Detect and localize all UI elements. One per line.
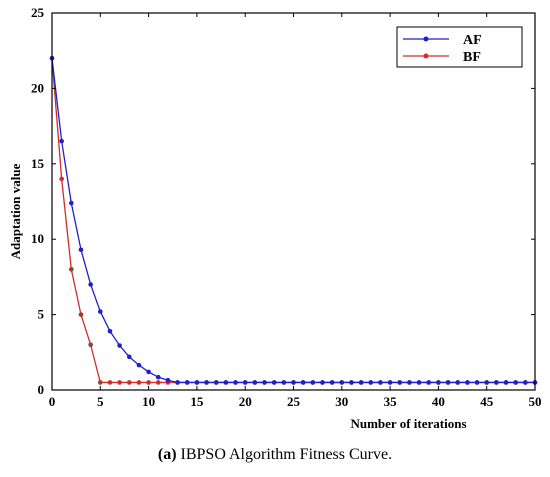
data-point-af (155, 374, 161, 380)
x-tick-label: 50 (529, 394, 542, 409)
data-point-af (98, 309, 103, 314)
data-point-af (494, 380, 499, 385)
data-point-af (310, 380, 316, 385)
data-point-af (107, 328, 113, 334)
data-point-af (117, 343, 122, 348)
data-point-af (146, 369, 151, 375)
data-point-bf (117, 380, 122, 385)
y-tick-label: 15 (31, 156, 45, 171)
figure-caption: (a) IBPSO Algorithm Fitness Curve. (0, 446, 550, 464)
data-point-af (445, 380, 451, 385)
x-tick-label: 20 (239, 394, 252, 409)
data-point-af (194, 380, 200, 385)
data-point-af (436, 380, 441, 385)
data-point-af (69, 200, 74, 206)
caption-label: (a) (157, 446, 177, 463)
x-tick-label: 10 (142, 394, 155, 409)
data-point-af (252, 380, 258, 385)
x-tick-label: 45 (480, 394, 494, 409)
series-line-af (51, 58, 535, 384)
data-point-af (136, 362, 142, 368)
data-point-bf (136, 380, 142, 385)
data-point-af (349, 380, 354, 385)
data-point-bf-overlap (98, 380, 103, 385)
axis-ticks: 0 5 10 15 20 25 30 35 40 45 50 0 5 10 15 20 25 (31, 5, 542, 409)
data-point-bf (146, 380, 151, 385)
fitness-chart: 0 5 10 15 20 25 30 35 40 45 50 0 5 10 15 20 25 Number of… (8, 5, 542, 431)
data-point-af (126, 354, 132, 360)
legend-marker-af (423, 36, 429, 42)
data-point-af (397, 380, 403, 385)
data-point-af (474, 380, 480, 385)
plot-marks (49, 55, 538, 385)
legend-label-af: AF (463, 33, 482, 48)
data-point-af (262, 380, 267, 385)
data-point-bf-overlap (69, 267, 74, 272)
data-point-af (503, 380, 509, 385)
data-point-af (291, 380, 296, 385)
data-point-bf-overlap (78, 312, 84, 317)
data-point-af (300, 380, 306, 385)
data-point-af (88, 282, 93, 287)
data-point-af (426, 380, 432, 385)
data-point-af (204, 380, 209, 385)
y-tick-label: 0 (38, 382, 45, 397)
data-point-af (387, 380, 393, 385)
data-point-af (175, 380, 180, 385)
x-axis-label: Number of iterations (350, 416, 466, 431)
data-point-af (455, 380, 461, 385)
data-point-af (184, 380, 190, 385)
x-tick-label: 15 (190, 394, 204, 409)
data-point-af (368, 380, 374, 385)
data-point-af (465, 380, 470, 385)
data-point-af (223, 380, 229, 385)
data-point-af (407, 380, 412, 385)
plot-frame (51, 12, 536, 391)
data-point-af (378, 380, 383, 385)
x-tick-label: 35 (384, 394, 398, 409)
data-point-af (233, 380, 238, 385)
data-point-af (416, 380, 422, 385)
data-point-bf-overlap (88, 342, 93, 347)
legend-label-bf: BF (463, 50, 481, 65)
legend-marker-bf (423, 53, 429, 59)
y-tick-label: 20 (31, 80, 44, 95)
data-point-af (242, 380, 248, 385)
caption-text: IBPSO Algorithm Fitness Curve. (176, 446, 393, 463)
data-point-af (78, 247, 84, 253)
data-point-af (165, 377, 171, 383)
data-point-bf (155, 380, 161, 385)
y-axis-label: Adaptation value (8, 163, 23, 259)
data-point-af (523, 380, 528, 385)
data-point-bf (126, 380, 132, 385)
x-tick-label: 30 (335, 394, 348, 409)
series-line-bf (51, 58, 535, 384)
data-point-af (484, 380, 490, 385)
data-point-af (513, 380, 518, 385)
data-point-af (358, 380, 364, 385)
legend-box (396, 26, 523, 68)
y-tick-label: 10 (31, 231, 44, 246)
y-tick-label: 5 (38, 307, 45, 322)
data-point-af (59, 138, 64, 144)
data-point-af (339, 380, 345, 385)
data-point-bf (59, 176, 64, 182)
legend: AF BF (396, 26, 523, 68)
data-point-af (320, 380, 325, 385)
x-tick-label: 40 (432, 394, 445, 409)
data-point-af (271, 380, 277, 385)
data-point-bf (107, 380, 113, 385)
data-point-af (213, 380, 219, 385)
data-point-af (281, 380, 287, 385)
x-tick-label: 5 (97, 394, 104, 409)
data-point-af (329, 380, 335, 385)
x-tick-label: 25 (287, 394, 301, 409)
y-tick-label: 25 (31, 5, 45, 20)
x-tick-label: 0 (49, 394, 56, 409)
